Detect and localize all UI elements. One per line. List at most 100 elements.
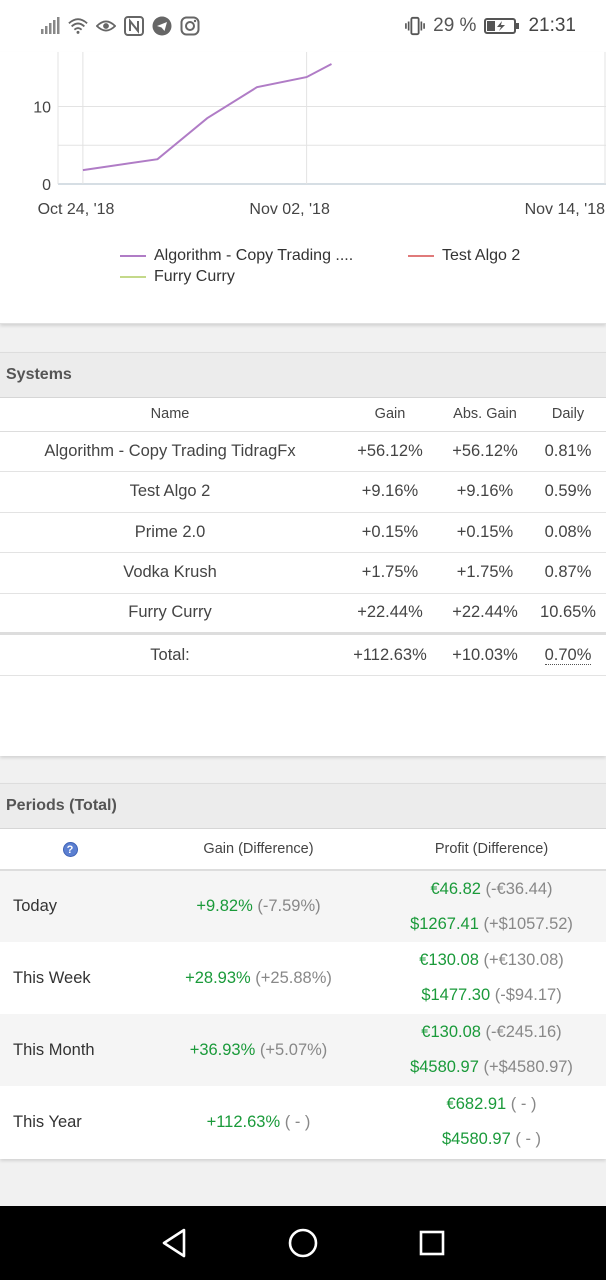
system-abs-gain: +22.44% [440,593,530,634]
series-line [82,63,332,172]
period-row: This Year +112.63% ( - ) €682.91 ( - ) $… [0,1086,606,1158]
col-gain-header[interactable]: Gain [340,398,440,432]
system-name[interactable]: Algorithm - Copy Trading TidragFx [0,431,340,472]
profit-line: $4580.97 ( - ) [377,1122,606,1157]
period-profit: $4580.97 [441,1130,511,1148]
legend-item-algorithm[interactable]: Algorithm - Copy Trading .... [120,247,353,265]
periods-header: Periods (Total) [0,784,606,829]
period-profit-diff: (-$94.17) [494,986,562,1004]
system-daily: 0.59% [530,471,606,513]
period-profit: $4580.97 [410,1058,479,1076]
gain-difference-header: Gain (Difference) [140,829,377,871]
profit-difference-header: Profit (Difference) [377,829,606,871]
profit-line: €130.08 (+€130.08) [377,943,606,978]
systems-table: Name Gain Abs. Gain Daily Algorithm - Co… [0,398,606,676]
vibrate-icon [405,16,426,36]
col-daily-header[interactable]: Daily [530,398,606,432]
battery-icon [484,16,520,36]
total-daily[interactable]: 0.70% [544,645,592,665]
period-gain-diff: (+5.07%) [259,1040,328,1059]
system-daily: 10.65% [530,593,606,634]
periods-card: Periods (Total) ? Gain (Difference) Prof… [0,783,606,1159]
period-profit-diff: (-€245.16) [485,1023,562,1041]
col-abs-gain-header[interactable]: Abs. Gain [440,398,530,432]
system-name[interactable]: Vodka Krush [0,552,340,594]
legend-item-test-algo-2[interactable]: Test Algo 2 [408,247,520,265]
period-label: This Week [13,968,91,987]
period-gain-cell: +36.93% (+5.07%) [140,1014,377,1086]
table-row[interactable]: Furry Curry +22.44% +22.44% 10.65% [0,593,606,634]
periods-table-header: ? Gain (Difference) Profit (Difference) [0,829,606,871]
legend-label: Test Algo 2 [442,247,521,264]
period-gain-cell: +9.82% (-7.59%) [140,870,377,942]
period-profit: €130.08 [421,1023,481,1041]
period-profit-cell: €682.91 ( - ) $4580.97 ( - ) [377,1086,606,1158]
table-row[interactable]: Test Algo 2 +9.16% +9.16% 0.59% [0,471,606,513]
period-profit: $1267.41 [410,914,479,933]
period-gain-diff: (+25.88%) [255,968,332,987]
period-gain: +112.63% [206,1112,281,1131]
x-tick-label: Oct 24, '18 [38,201,115,218]
period-profit: $1477.30 [421,986,491,1004]
eye-icon [96,16,116,36]
help-icon[interactable]: ? [62,842,78,858]
signal-icon [40,16,60,36]
period-row: This Week +28.93% (+25.88%) €130.08 (+€1… [0,942,606,1014]
system-name[interactable]: Test Algo 2 [0,471,340,513]
status-bar: 29 % 21:31 [0,0,606,52]
profit-line: €682.91 ( - ) [377,1087,606,1122]
periods-table: ? Gain (Difference) Profit (Difference) … [0,829,606,1158]
clock: 21:31 [528,15,576,36]
period-label: This Year [13,1112,82,1131]
legend-swatch [408,255,434,257]
back-icon[interactable] [154,1223,194,1263]
equity-chart: 0 10 Oct 24, '18 Nov 02, '18 Nov 14, '18 [33,52,606,218]
y-tick-label: 0 [42,177,51,194]
system-daily: 0.87% [530,552,606,594]
period-gain-cell: +112.63% ( - ) [140,1086,377,1158]
period-profit-diff: ( - ) [510,1095,537,1113]
table-row[interactable]: Vodka Krush +1.75% +1.75% 0.87% [0,552,606,594]
system-name[interactable]: Furry Curry [0,593,340,634]
period-profit-diff: (-€36.44) [485,879,553,898]
profit-line: €130.08 (-€245.16) [377,1015,606,1050]
system-name[interactable]: Prime 2.0 [0,512,340,553]
status-left-icons [40,16,200,36]
system-gain: +0.15% [340,512,440,553]
system-daily: 0.81% [530,431,606,472]
period-profit: €46.82 [430,879,481,898]
period-gain: +36.93% [189,1040,256,1059]
total-gain: +112.63% [340,632,440,676]
period-gain-cell: +28.93% (+25.88%) [140,942,377,1014]
profit-line: $1477.30 (-$94.17) [377,978,606,1013]
table-row[interactable]: Prime 2.0 +0.15% +0.15% 0.08% [0,512,606,553]
period-gain-diff: (-7.59%) [257,897,321,915]
table-row[interactable]: Algorithm - Copy Trading TidragFx +56.12… [0,431,606,472]
recents-icon[interactable] [412,1223,452,1263]
legend-label: Algorithm - Copy Trading .... [154,247,354,264]
systems-card: Systems Name Gain Abs. Gain Daily Algori… [0,352,606,756]
period-profit-cell: €46.82 (-€36.44) $1267.41 (+$1057.52) [377,870,606,942]
home-icon[interactable] [283,1223,323,1263]
telegram-icon [152,16,172,36]
equity-chart-card: 0 10 Oct 24, '18 Nov 02, '18 Nov 14, '18 Alg… [0,52,606,324]
legend-item-furry-curry[interactable]: Furry Curry [120,268,235,286]
period-row: Today +9.82% (-7.59%) €46.82 (-€36.44) $… [0,870,606,942]
period-label: This Month [0,1014,140,1086]
period-profit: €682.91 [446,1095,507,1113]
col-name-header[interactable]: Name [0,398,340,432]
period-profit-diff: ( - ) [515,1130,542,1148]
battery-percent: 29 % [433,15,477,36]
x-tick-label: Nov 14, '18 [525,201,606,218]
legend-label: Furry Curry [154,268,235,285]
period-row: This Month +36.93% (+5.07%) €130.08 (-€2… [0,1014,606,1086]
profit-line: €46.82 (-€36.44) [377,872,606,907]
system-gain: +22.44% [340,593,440,634]
period-gain: +28.93% [185,968,251,987]
period-profit-diff: (+€130.08) [483,951,564,969]
profit-line: $1267.41 (+$1057.52) [377,907,606,942]
period-profit-cell: €130.08 (+€130.08) $1477.30 (-$94.17) [377,942,606,1014]
period-gain-diff: ( - ) [284,1112,311,1131]
system-gain: +1.75% [340,552,440,594]
profit-line: $4580.97 (+$4580.97) [377,1050,606,1085]
